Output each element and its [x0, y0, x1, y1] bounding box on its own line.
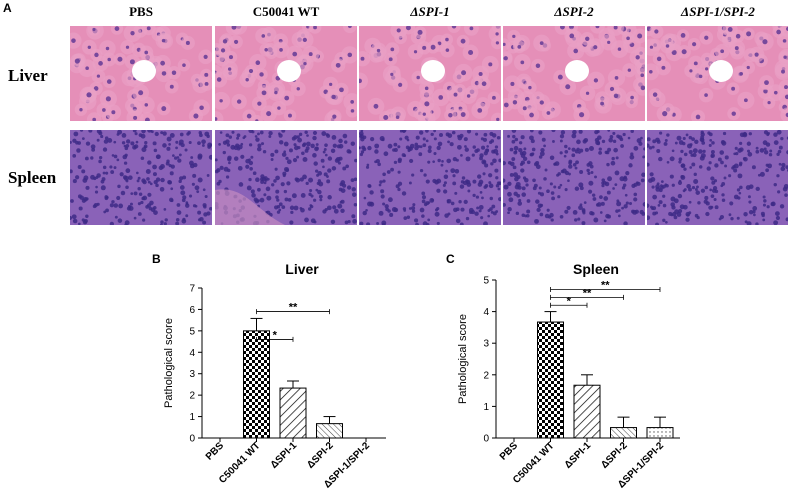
- y-tick-label: 2: [189, 391, 195, 402]
- panel-a-letter: A: [3, 1, 12, 15]
- y-tick-label: 3: [483, 339, 489, 350]
- y-tick-label: 1: [189, 412, 195, 423]
- micrograph-liver-4: [503, 26, 645, 121]
- row-label-spleen: Spleen: [8, 168, 57, 187]
- micrograph-spleen-1: [70, 130, 212, 225]
- y-tick-label: 3: [189, 369, 195, 380]
- x-category-label: ΔSPI-2: [599, 440, 630, 471]
- y-tick-label: 4: [483, 307, 489, 318]
- bar: [537, 321, 564, 439]
- x-category-label: ΔSPI-1: [269, 440, 300, 471]
- bar: [279, 387, 307, 439]
- x-category-label: ΔSPI-1: [563, 440, 594, 471]
- y-axis-label: Pathological score: [163, 318, 175, 408]
- micrograph-spleen-3: [359, 130, 501, 225]
- column-label-delta-spi-2: ΔSPI-2: [554, 4, 594, 19]
- x-category-label: ΔSPI-2: [305, 440, 336, 471]
- significance-label: **: [289, 302, 298, 314]
- significance-label: **: [601, 279, 610, 291]
- bar: [573, 384, 601, 439]
- y-tick-label: 2: [483, 370, 489, 381]
- significance-label: **: [583, 287, 592, 299]
- bar: [316, 423, 343, 439]
- panel-c-letter: C: [446, 252, 455, 266]
- y-tick-label: 4: [189, 348, 195, 359]
- significance-label: *: [567, 295, 572, 307]
- x-category-label: PBS: [498, 440, 521, 463]
- y-tick-label: 0: [189, 434, 195, 445]
- column-label-delta-spi-1-spi-2: ΔSPI-1/SPI-2: [681, 4, 755, 19]
- column-label-delta-spi-1: ΔSPI-1: [410, 4, 450, 19]
- y-tick-label: 7: [189, 284, 195, 295]
- micrograph-spleen-4: [503, 130, 645, 225]
- x-category-label: PBS: [204, 440, 227, 463]
- y-axis-label: Pathological score: [457, 314, 469, 404]
- y-tick-label: 6: [189, 305, 195, 316]
- panel-b-letter: B: [152, 252, 161, 266]
- micrograph-liver-2: [215, 26, 357, 121]
- chart-title: Liver: [285, 261, 319, 277]
- significance-label: *: [273, 329, 278, 341]
- column-label-c50041-wt: C50041 WT: [252, 4, 320, 19]
- chart-title: Spleen: [573, 261, 619, 277]
- micrograph-spleen-2: [215, 130, 357, 225]
- micrograph-liver-1: [70, 26, 212, 121]
- micrograph-spleen-5: [647, 130, 788, 225]
- y-tick-label: 0: [483, 434, 489, 445]
- bar: [646, 427, 674, 439]
- bar: [243, 330, 270, 439]
- micrograph-liver-3: [359, 26, 501, 121]
- micrograph-liver-5: [647, 26, 788, 121]
- column-label-pbs: PBS: [129, 4, 153, 19]
- row-label-liver: Liver: [8, 66, 48, 85]
- y-tick-label: 5: [189, 326, 195, 337]
- bar: [610, 427, 637, 439]
- y-tick-label: 5: [483, 276, 489, 287]
- y-tick-label: 1: [483, 402, 489, 413]
